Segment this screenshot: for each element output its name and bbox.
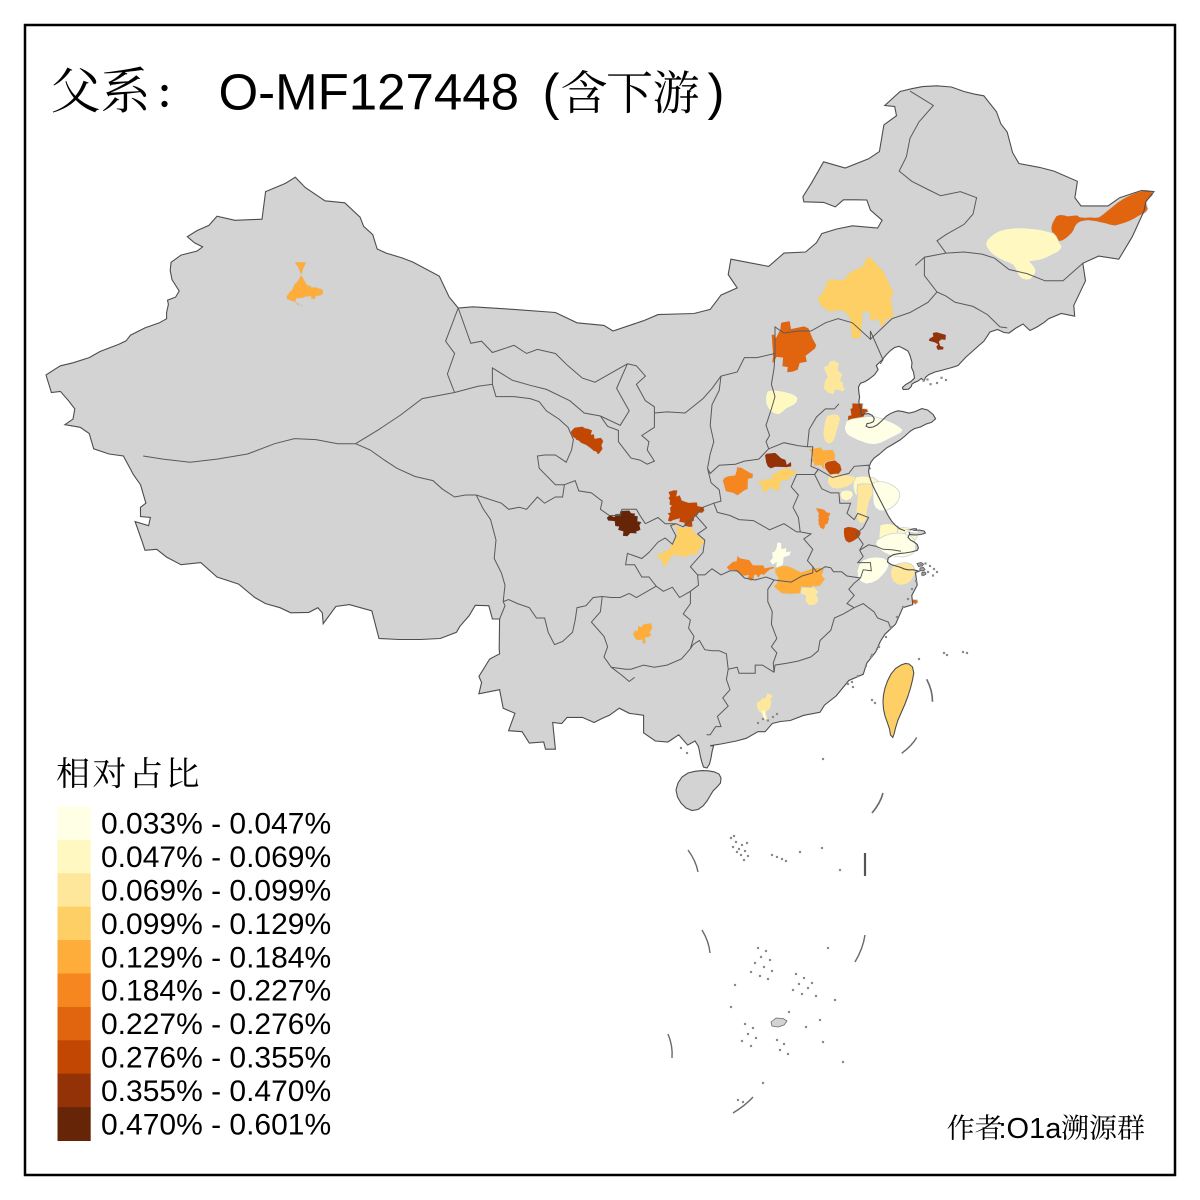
svg-text::O1a: :O1a [999, 1113, 1063, 1145]
svg-text:0.184% - 0.227%: 0.184% - 0.227% [101, 975, 331, 1008]
svg-text:O-MF127448: O-MF127448 [219, 64, 519, 121]
svg-text:0.276% - 0.355%: 0.276% - 0.355% [101, 1042, 331, 1075]
svg-text:0.227% - 0.276%: 0.227% - 0.276% [101, 1008, 331, 1041]
svg-text:(: ( [543, 64, 560, 121]
svg-text:0.470% - 0.601%: 0.470% - 0.601% [101, 1108, 331, 1141]
svg-text:0.355% - 0.470%: 0.355% - 0.470% [101, 1075, 331, 1108]
svg-text:0.099% - 0.129%: 0.099% - 0.129% [101, 908, 331, 941]
svg-text:): ) [708, 64, 725, 121]
svg-text:0.033% - 0.047%: 0.033% - 0.047% [101, 808, 331, 841]
svg-text:0.129% - 0.184%: 0.129% - 0.184% [101, 941, 331, 974]
svg-text:0.047% - 0.069%: 0.047% - 0.069% [101, 841, 331, 874]
svg-text:0.069% - 0.099%: 0.069% - 0.099% [101, 875, 331, 908]
